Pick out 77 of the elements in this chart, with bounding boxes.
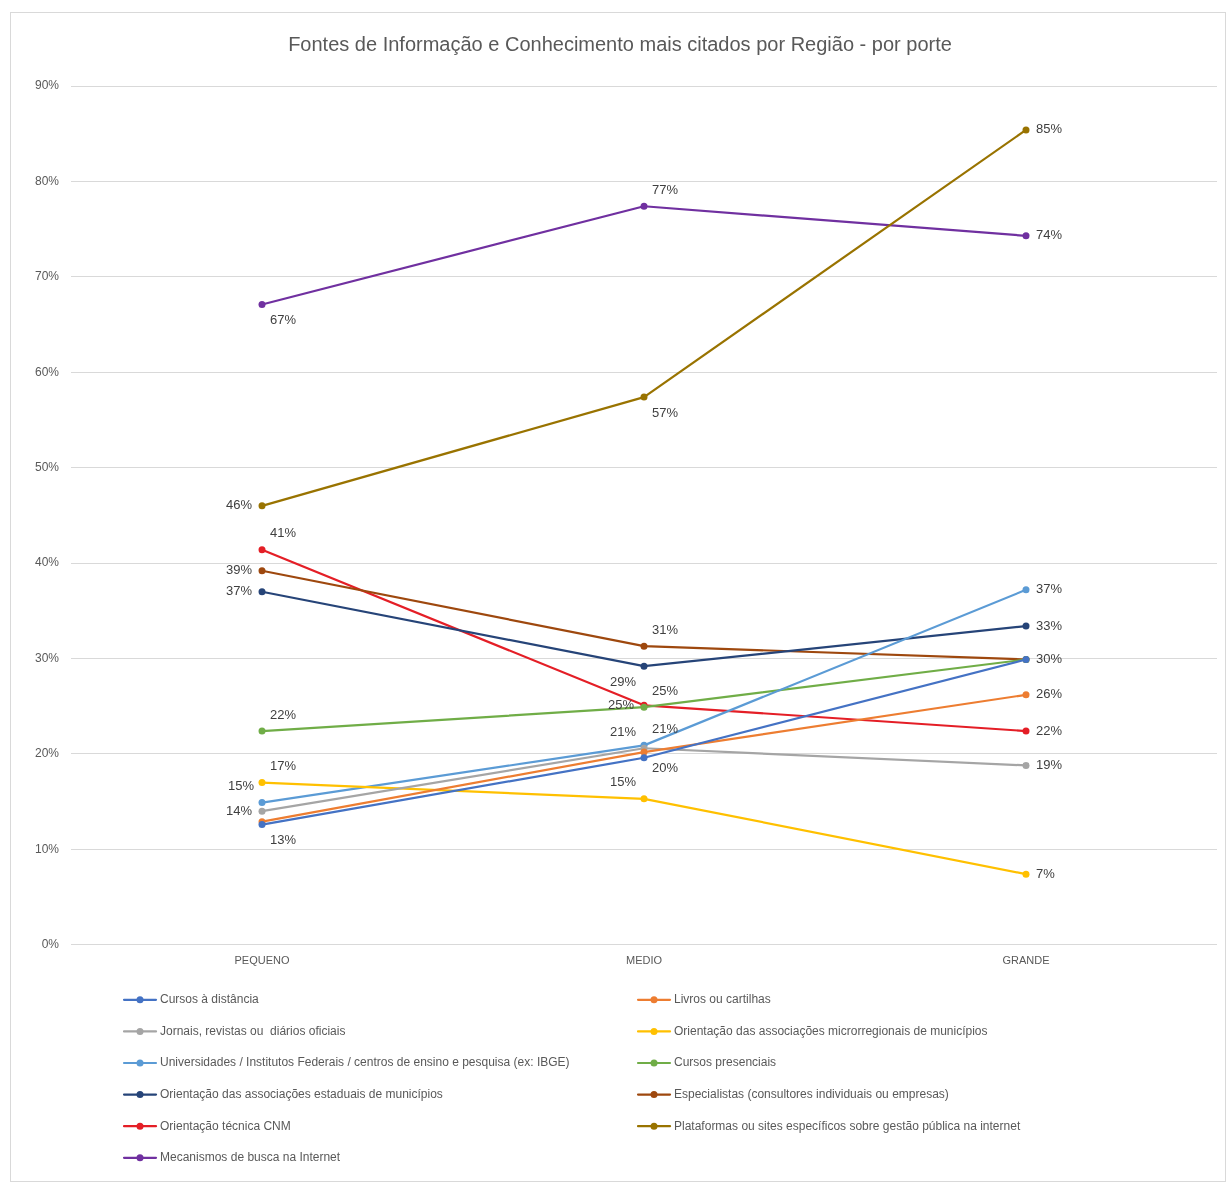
legend-label: Universidades / Institutos Federais / centros de ensino e pesquisa (ex: IBGE) bbox=[160, 1055, 570, 1070]
data-label: 21% bbox=[609, 723, 637, 739]
y-tick-label: 50% bbox=[34, 460, 60, 474]
data-label: 74% bbox=[1036, 227, 1063, 243]
data-label: 33% bbox=[1036, 617, 1063, 633]
data-label: 77% bbox=[652, 181, 679, 197]
point bbox=[258, 799, 266, 807]
data-label: 13% bbox=[270, 832, 297, 848]
x-tick-label: MEDIO bbox=[625, 954, 663, 967]
data-label: 30% bbox=[1036, 651, 1063, 667]
data-label: 57% bbox=[652, 404, 679, 420]
data-label: 31% bbox=[652, 621, 679, 637]
point bbox=[640, 662, 648, 670]
point bbox=[258, 807, 266, 815]
data-label: 85% bbox=[1036, 121, 1063, 137]
point bbox=[258, 567, 266, 575]
y-tick-label: 0% bbox=[41, 937, 60, 952]
point bbox=[258, 727, 266, 735]
data-label: 41% bbox=[270, 525, 297, 541]
data-label: 25% bbox=[652, 682, 679, 698]
y-tick-label: 30% bbox=[34, 650, 60, 665]
point bbox=[1022, 232, 1030, 240]
point bbox=[1022, 622, 1030, 630]
data-label: 37% bbox=[225, 583, 253, 599]
data-label: 15% bbox=[227, 778, 255, 794]
data-label: 21% bbox=[652, 720, 679, 736]
legend-label: Especialistas (consultores individuais ou empresas) bbox=[674, 1086, 949, 1101]
y-tick-label: 90% bbox=[34, 78, 60, 93]
legend-label: Cursos à distância bbox=[160, 992, 260, 1007]
y-tick-label: 40% bbox=[34, 555, 60, 570]
point bbox=[640, 754, 648, 762]
x-tick-label: GRANDE bbox=[1002, 954, 1050, 967]
y-tick-label: 70% bbox=[34, 269, 60, 284]
data-label: 67% bbox=[270, 312, 297, 328]
data-label: 22% bbox=[270, 706, 297, 722]
legend-label: Orientação técnica CNM bbox=[160, 1118, 291, 1133]
data-label: 7% bbox=[1036, 865, 1056, 881]
point bbox=[1022, 691, 1030, 699]
y-tick-label: 20% bbox=[34, 746, 60, 761]
legend-label: Mecanismos de busca na Internet bbox=[160, 1150, 341, 1165]
legend-label: Livros ou cartilhas bbox=[674, 992, 771, 1007]
chart-title: Fontes de Informação e Conhecimento mais citados por Região - por porte bbox=[288, 32, 952, 55]
legend-label: Plataformas ou sites específicos sobre gestão pública na internet bbox=[674, 1118, 1021, 1133]
point bbox=[1022, 727, 1030, 735]
point bbox=[258, 588, 266, 596]
point bbox=[640, 202, 648, 210]
point bbox=[1022, 761, 1030, 769]
data-label: 17% bbox=[270, 758, 297, 774]
point bbox=[258, 301, 266, 309]
point bbox=[258, 779, 266, 787]
legend-label: Orientação das associações microrregionais de municípios bbox=[674, 1023, 988, 1038]
data-label: 37% bbox=[1036, 581, 1063, 597]
data-label: 22% bbox=[1036, 722, 1063, 738]
legend-label: Cursos presenciais bbox=[674, 1055, 777, 1070]
y-tick-label: 10% bbox=[34, 841, 60, 856]
point bbox=[1022, 126, 1030, 134]
x-tick-label: PEQUENO bbox=[234, 954, 290, 967]
legend-label: Jornais, revistas ou diários oficiais bbox=[160, 1023, 346, 1038]
point bbox=[640, 393, 648, 401]
point bbox=[1022, 586, 1030, 594]
y-tick-label: 80% bbox=[34, 173, 60, 188]
data-label: 26% bbox=[1036, 686, 1063, 702]
data-label: 14% bbox=[225, 802, 253, 818]
data-label: 15% bbox=[609, 774, 637, 790]
data-label: 25% bbox=[607, 696, 635, 712]
point bbox=[258, 546, 266, 554]
data-label: 29% bbox=[609, 673, 637, 689]
data-label: 19% bbox=[1036, 756, 1063, 772]
point bbox=[640, 642, 648, 650]
legend-label: Orientação das associações estaduais de municípios bbox=[160, 1086, 443, 1101]
point bbox=[258, 502, 266, 510]
point bbox=[640, 795, 648, 803]
data-label: 39% bbox=[225, 562, 253, 578]
y-tick-label: 60% bbox=[34, 364, 60, 379]
data-label: 20% bbox=[652, 759, 679, 775]
point bbox=[1022, 870, 1030, 878]
data-label: 46% bbox=[225, 497, 253, 513]
